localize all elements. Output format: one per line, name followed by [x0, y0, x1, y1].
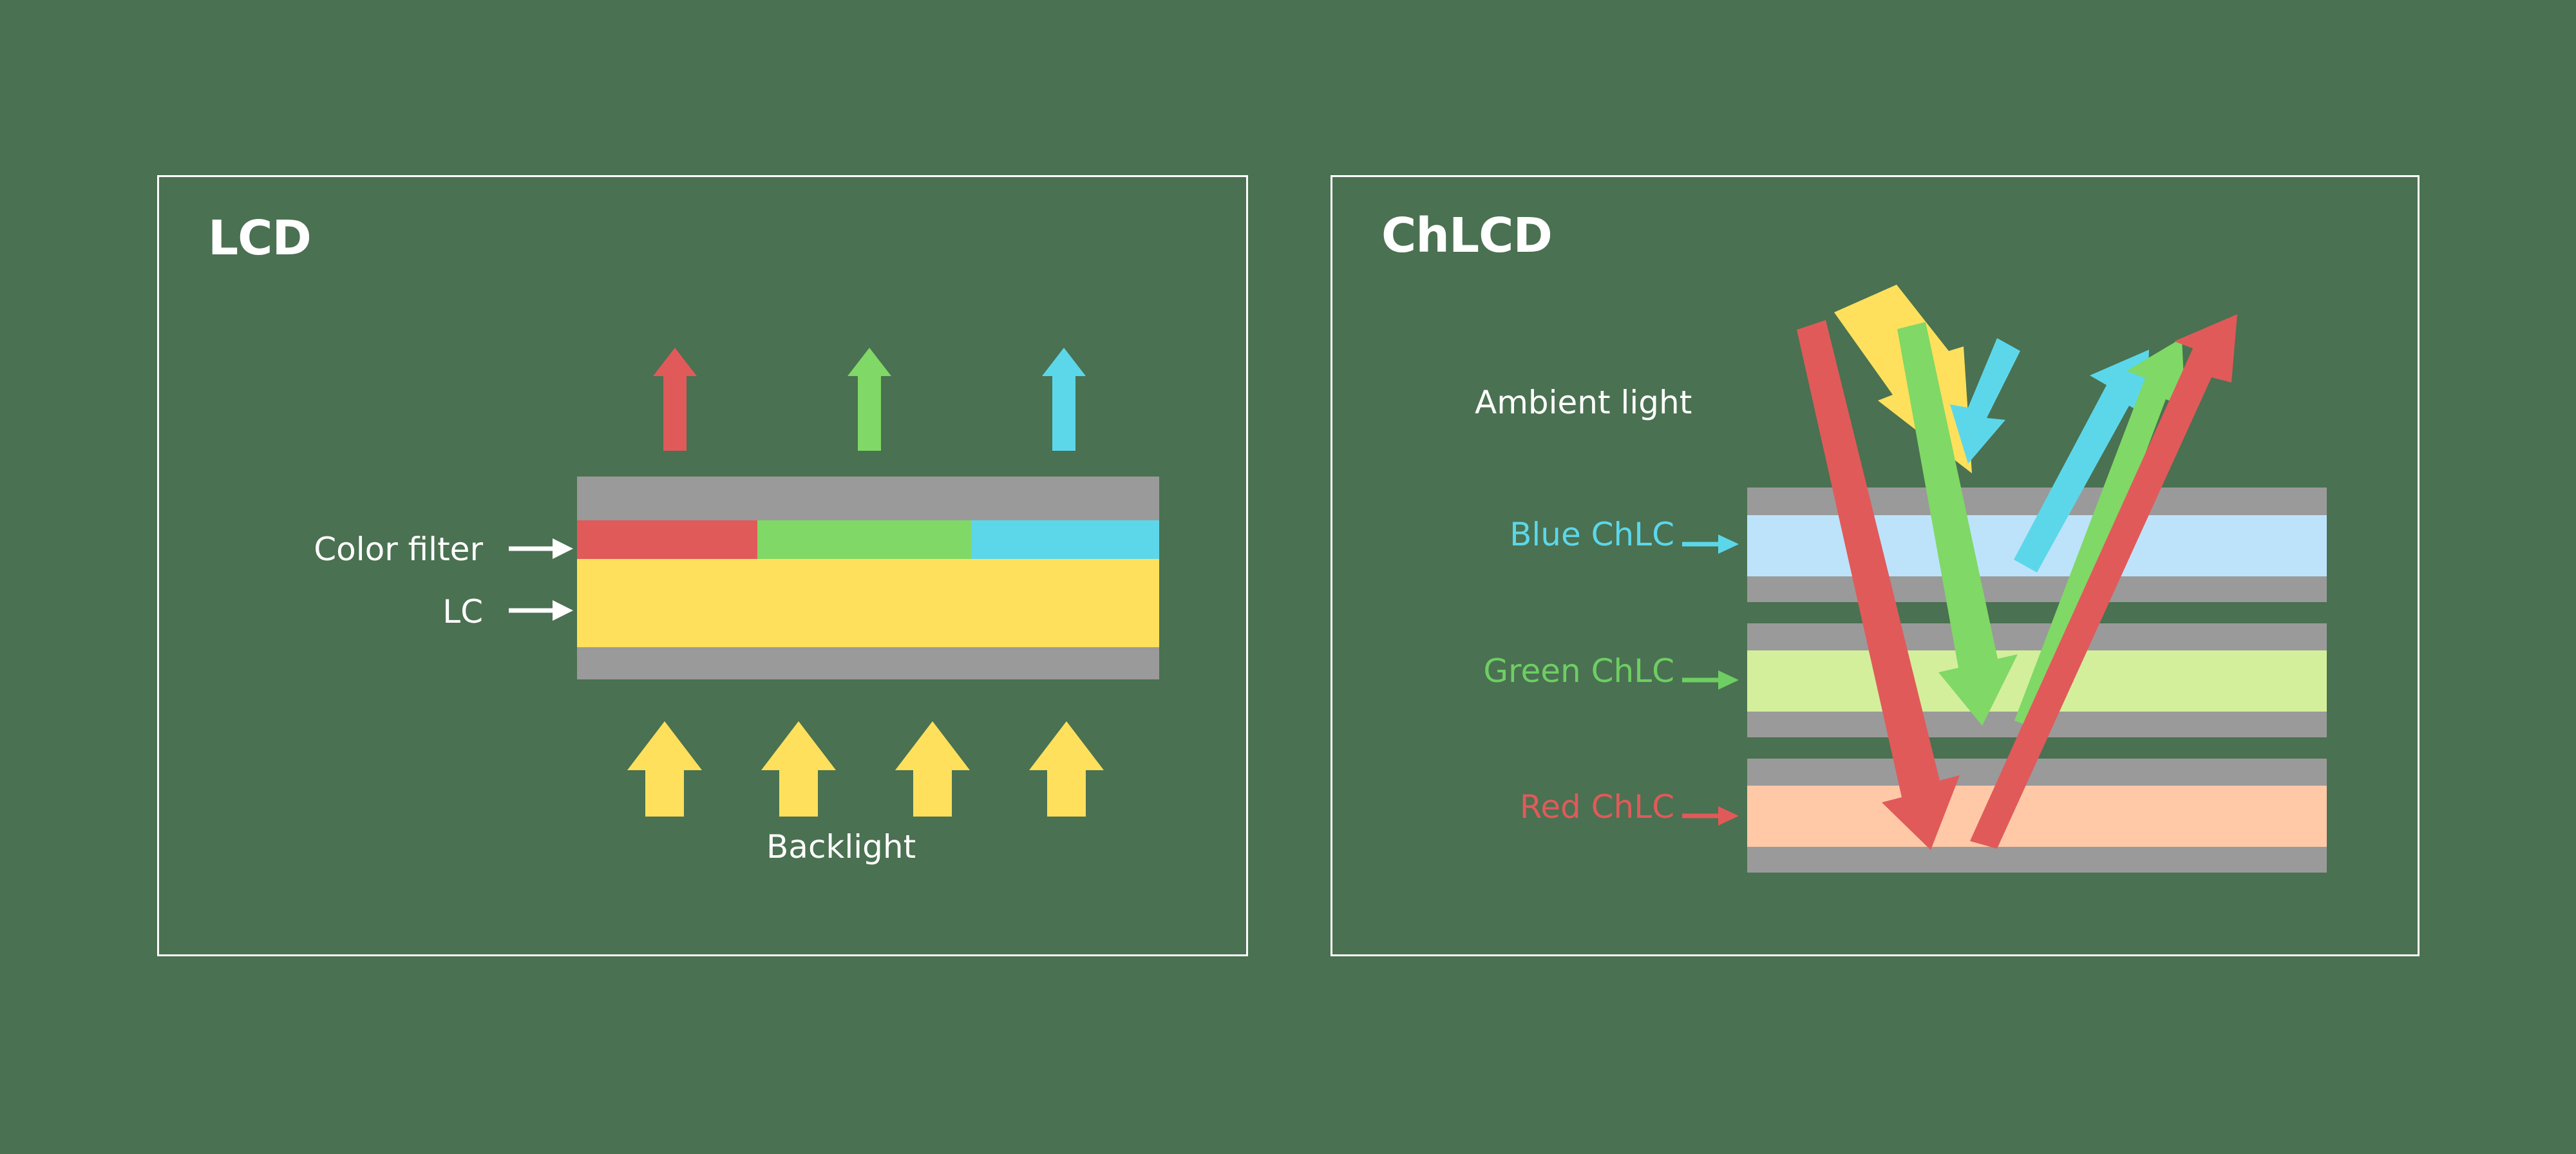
lcd-panel: LCD: [157, 175, 1248, 956]
chlcd-red-top-electrode: [1747, 759, 2327, 786]
lcd-bottom-electrode: [577, 647, 1159, 679]
chlcd-green-label: Green ChLC: [1483, 652, 1674, 690]
lcd-color-filter-label: Color filter: [314, 531, 483, 568]
lcd-color-filter-green: [757, 520, 971, 559]
chlcd-green-bottom-electrode: [1747, 712, 2327, 737]
chlcd-blue-label: Blue ChLC: [1510, 516, 1674, 553]
chlcd-panel: ChLCD: [1331, 175, 2420, 956]
chlcd-red-bottom-electrode: [1747, 847, 2327, 873]
chlcd-red-layer: [1747, 786, 2327, 847]
chlcd-blue-bottom-electrode: [1747, 576, 2327, 602]
lcd-panel-title: LCD: [208, 211, 312, 266]
lcd-liquid-crystal-layer: [577, 559, 1159, 647]
lcd-lc-label: LC: [442, 593, 483, 630]
lcd-color-filter-blue: [971, 520, 1159, 559]
chlcd-panel-title: ChLCD: [1381, 208, 1553, 263]
lcd-top-electrode: [577, 477, 1159, 520]
chlcd-green-top-electrode: [1747, 623, 2327, 650]
chlcd-blue-top-electrode: [1747, 487, 2327, 515]
chlcd-green-layer: [1747, 650, 2327, 712]
chlcd-red-label: Red ChLC: [1519, 788, 1674, 826]
lcd-color-filter-red: [577, 520, 757, 559]
chlcd-blue-layer: [1747, 515, 2327, 576]
chlcd-ambient-light-label: Ambient light: [1475, 384, 1692, 421]
lcd-backlight-label: Backlight: [766, 828, 916, 866]
